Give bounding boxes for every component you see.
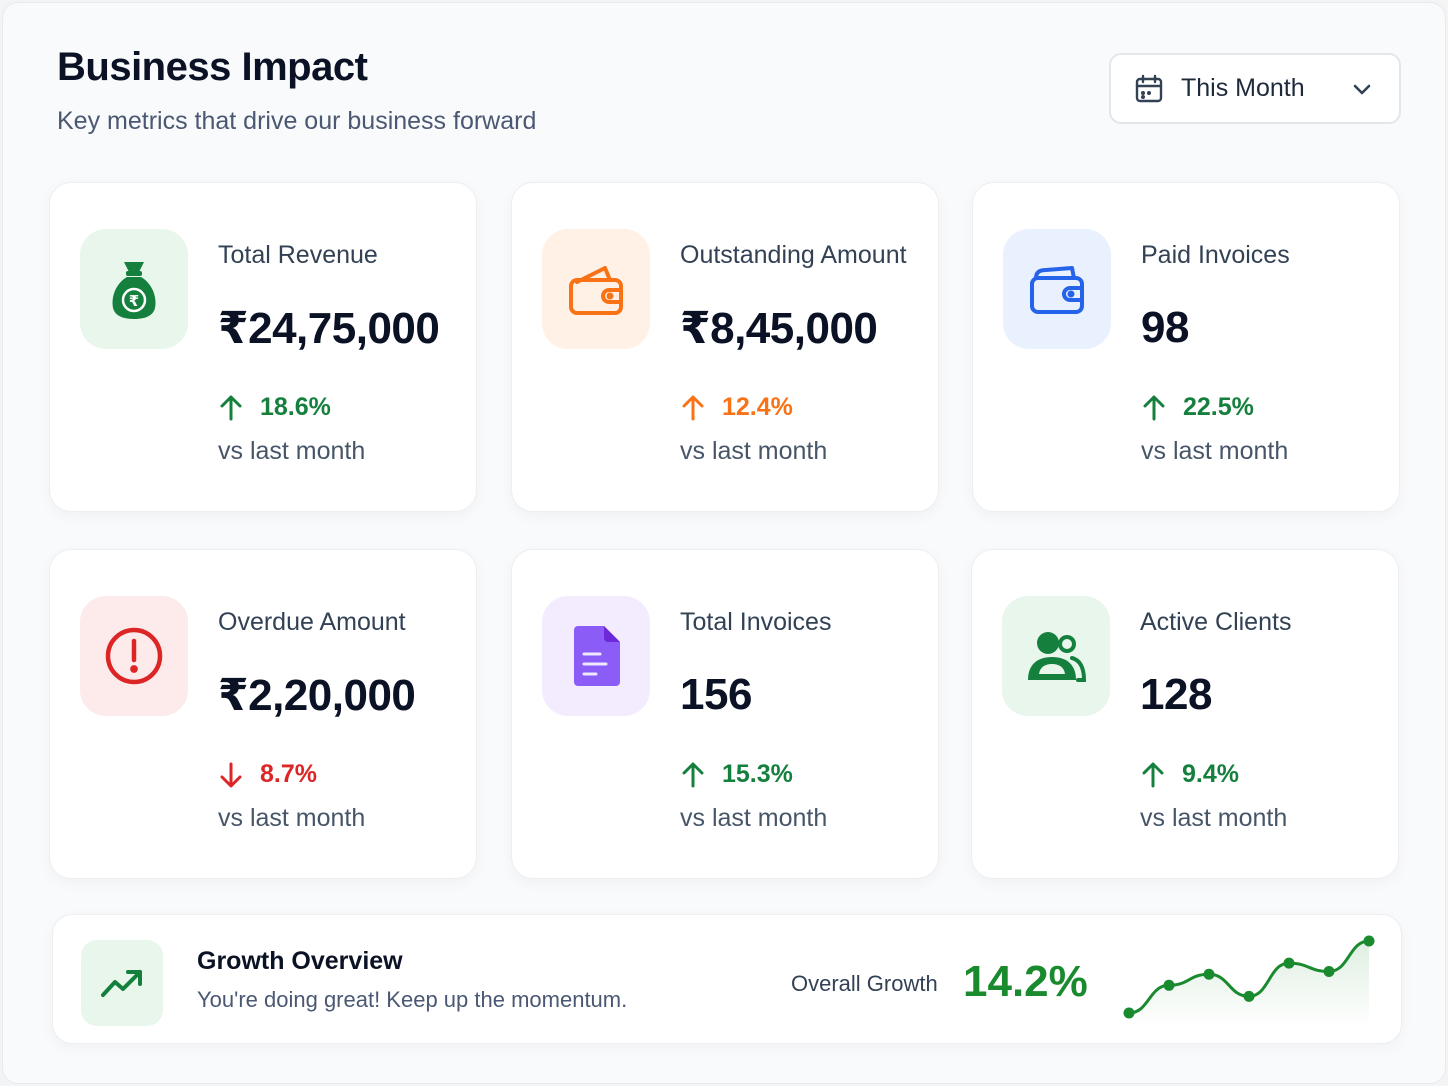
metric-card-overdue-amount[interactable]: Overdue Amount ₹2,20,000 8.7% vs last mo… — [49, 549, 477, 879]
metric-label: Outstanding Amount — [680, 241, 907, 269]
wallet-icon — [1003, 229, 1111, 349]
arrow-up-icon — [1140, 761, 1166, 789]
sparkline-point — [1243, 990, 1255, 1002]
metric-value: 98 — [1141, 303, 1189, 352]
change-indicator: 22.5% — [1141, 393, 1254, 422]
metric-label: Overdue Amount — [218, 608, 406, 636]
compare-text: vs last month — [218, 804, 366, 832]
change-value: 22.5% — [1183, 393, 1254, 421]
sparkline-area — [1129, 941, 1369, 1027]
page-subtitle: Key metrics that drive our business forw… — [57, 107, 537, 135]
metric-value: ₹24,75,000 — [218, 304, 440, 353]
metric-value: 128 — [1140, 670, 1212, 719]
metric-card-outstanding-amount[interactable]: Outstanding Amount ₹8,45,000 12.4% vs la… — [511, 182, 939, 512]
overall-growth-label: Overall Growth — [791, 971, 938, 996]
date-range-value: This Month — [1181, 74, 1305, 102]
compare-text: vs last month — [680, 437, 828, 465]
metric-value: ₹2,20,000 — [218, 671, 416, 720]
change-indicator: 15.3% — [680, 760, 793, 789]
sparkline-point — [1363, 935, 1375, 947]
metric-label: Total Revenue — [218, 241, 378, 269]
metric-card-paid-invoices[interactable]: Paid Invoices 98 22.5% vs last month — [972, 182, 1400, 512]
change-value: 8.7% — [260, 760, 317, 788]
users-icon — [1002, 596, 1110, 716]
metric-label: Paid Invoices — [1141, 241, 1290, 269]
page-title: Business Impact — [57, 45, 368, 89]
calendar-icon — [1133, 73, 1165, 105]
compare-text: vs last month — [1141, 437, 1289, 465]
metric-value: ₹8,45,000 — [680, 304, 878, 353]
change-indicator: 18.6% — [218, 393, 331, 422]
sparkline-point — [1203, 968, 1215, 980]
change-indicator: 12.4% — [680, 393, 793, 422]
change-value: 12.4% — [722, 393, 793, 421]
growth-overview-card[interactable]: Growth Overview You're doing great! Keep… — [52, 914, 1402, 1044]
overall-growth-value: 14.2% — [963, 957, 1088, 1006]
metric-card-total-invoices[interactable]: Total Invoices 156 15.3% vs last month — [511, 549, 939, 879]
arrow-up-icon — [680, 761, 706, 789]
arrow-up-icon — [218, 394, 244, 422]
wallet-icon — [542, 229, 650, 349]
metric-label: Active Clients — [1140, 608, 1292, 636]
svg-text:₹: ₹ — [129, 292, 139, 310]
growth-subtitle: You're doing great! Keep up the momentum… — [197, 987, 628, 1012]
change-indicator: 9.4% — [1140, 760, 1239, 789]
change-value: 15.3% — [722, 760, 793, 788]
metric-label: Total Invoices — [680, 608, 832, 636]
change-value: 18.6% — [260, 393, 331, 421]
sparkline-point — [1283, 957, 1295, 969]
arrow-up-icon — [1141, 394, 1167, 422]
sparkline-point — [1323, 965, 1335, 977]
metric-value: 156 — [680, 670, 752, 719]
compare-text: vs last month — [218, 437, 366, 465]
alert-circle-icon — [80, 596, 188, 716]
arrow-up-icon — [680, 394, 706, 422]
sparkline-point — [1163, 979, 1175, 991]
date-range-select[interactable]: This Month — [1109, 53, 1401, 124]
growth-title: Growth Overview — [197, 947, 403, 975]
money-bag-icon: ₹ — [80, 229, 188, 349]
arrow-down-icon — [218, 761, 244, 789]
metric-card-total-revenue[interactable]: ₹ Total Revenue ₹24,75,000 18.6% vs last… — [49, 182, 477, 512]
sparkline-points — [1123, 935, 1375, 1019]
trending-up-icon — [81, 940, 163, 1026]
growth-sparkline — [1123, 935, 1375, 1027]
compare-text: vs last month — [680, 804, 828, 832]
chevron-down-icon — [1351, 78, 1373, 100]
sparkline-point — [1123, 1007, 1135, 1019]
document-icon — [542, 596, 650, 716]
change-value: 9.4% — [1182, 760, 1239, 788]
metric-card-active-clients[interactable]: Active Clients 128 9.4% vs last month — [971, 549, 1399, 879]
compare-text: vs last month — [1140, 804, 1288, 832]
change-indicator: 8.7% — [218, 760, 317, 789]
